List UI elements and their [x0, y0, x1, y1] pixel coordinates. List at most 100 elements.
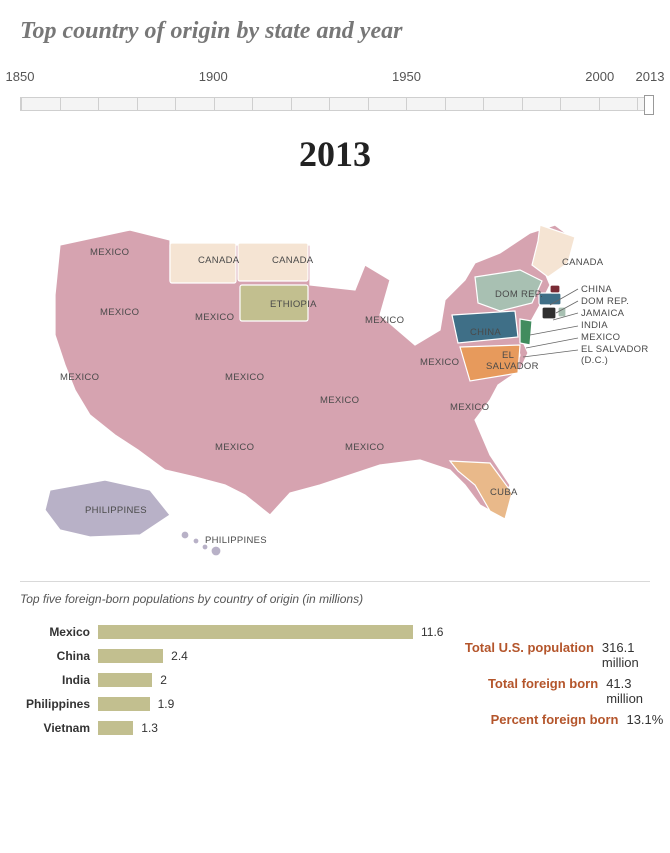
callout-line — [526, 338, 578, 348]
chart-section: Top five foreign-born populations by cou… — [20, 581, 650, 740]
map-label: MEXICO — [90, 247, 129, 258]
timeline-year-label: 1900 — [199, 69, 228, 84]
map-label: PHILIPPINES — [85, 505, 147, 516]
bar-value: 2.4 — [171, 649, 188, 663]
bar-track: 1.3 — [98, 721, 443, 735]
timeline-tick — [214, 98, 215, 110]
bar-fill — [98, 649, 163, 663]
timeline-tick — [560, 98, 561, 110]
stat-value: 41.3 million — [606, 676, 663, 706]
bar-track: 2 — [98, 673, 443, 687]
timeline-tick — [368, 98, 369, 110]
map-label: SALVADOR — [486, 361, 539, 372]
bar-row: Mexico 11.6 — [20, 620, 443, 644]
timeline-tick — [21, 98, 22, 110]
map-label: EL — [502, 350, 514, 361]
timeline-tick — [445, 98, 446, 110]
map-label: MEXICO — [450, 402, 489, 413]
timeline-tick — [252, 98, 253, 110]
stat-value: 13.1% — [626, 712, 663, 727]
callout-label: INDIA — [581, 320, 608, 331]
map-label: MEXICO — [100, 307, 139, 318]
timeline-track[interactable] — [20, 97, 650, 111]
summary-stats: Total U.S. population316.1 millionTotal … — [463, 620, 663, 740]
bar-fill — [98, 673, 152, 687]
bar-value: 2 — [160, 673, 167, 687]
bar-track: 2.4 — [98, 649, 443, 663]
map-label: MEXICO — [345, 442, 384, 453]
callout-line — [530, 326, 578, 335]
bar-label: Mexico — [20, 625, 98, 639]
map-label: PHILIPPINES — [205, 535, 267, 546]
timeline-tick — [175, 98, 176, 110]
stat-line: Total foreign born41.3 million — [463, 676, 663, 706]
timeline-tick — [483, 98, 484, 110]
bar-row: China 2.4 — [20, 644, 443, 668]
callout-label: DOM REP. — [581, 296, 629, 307]
timeline-year-label: 1950 — [392, 69, 421, 84]
bar-track: 1.9 — [98, 697, 443, 711]
map-label: MEXICO — [420, 357, 459, 368]
map-label: CHINA — [470, 327, 501, 338]
bar-fill — [98, 721, 133, 735]
map-label: MEXICO — [60, 372, 99, 383]
bar-value: 1.3 — [141, 721, 158, 735]
bar-value: 11.6 — [421, 625, 443, 639]
timeline-year-label: 2000 — [585, 69, 614, 84]
map-label: ETHIOPIA — [270, 299, 317, 310]
callout-label: EL SALVADOR — [581, 344, 649, 355]
year-timeline[interactable]: 18501900195020002013 — [20, 69, 650, 113]
map-label: CANADA — [198, 255, 240, 266]
bar-chart: Mexico11.6China2.4India2Philippines1.9Vi… — [20, 620, 443, 740]
timeline-tick — [329, 98, 330, 110]
timeline-tick — [522, 98, 523, 110]
page-title: Top country of origin by state and year — [20, 18, 650, 45]
map-label: MEXICO — [215, 442, 254, 453]
map-label: MEXICO — [365, 315, 404, 326]
map-region-india-nj — [520, 319, 532, 345]
bar-row: India 2 — [20, 668, 443, 692]
timeline-tick — [599, 98, 600, 110]
bar-track: 11.6 — [98, 625, 443, 639]
callout-label: CHINA — [581, 284, 612, 295]
map-label: DOM REP. — [495, 289, 543, 300]
stat-line: Percent foreign born13.1% — [463, 712, 663, 727]
selected-year-heading: 2013 — [20, 133, 650, 175]
bar-label: India — [20, 673, 98, 687]
bar-fill — [98, 697, 150, 711]
map-label: CANADA — [272, 255, 314, 266]
callout-label: MEXICO — [581, 332, 620, 343]
timeline-year-label: 2013 — [636, 69, 665, 84]
map-label: MEXICO — [225, 372, 264, 383]
stat-key: Total foreign born — [463, 676, 606, 706]
map-region-jamaica-ct — [542, 307, 556, 319]
map-label: CUBA — [490, 487, 518, 498]
stat-key: Total U.S. population — [463, 640, 601, 670]
map-region-darkred — [550, 285, 560, 293]
bar-label: China — [20, 649, 98, 663]
timeline-tick — [406, 98, 407, 110]
bar-row: Philippines1.9 — [20, 692, 443, 716]
map-region-canada-ne — [532, 225, 575, 277]
timeline-tick — [137, 98, 138, 110]
bar-value: 1.9 — [158, 697, 175, 711]
timeline-tick — [637, 98, 638, 110]
timeline-handle[interactable] — [644, 95, 654, 115]
callout-label: (D.C.) — [581, 355, 608, 366]
bar-label: Vietnam — [20, 721, 98, 735]
bar-row: Vietnam 1.3 — [20, 716, 443, 740]
stat-value: 316.1 million — [602, 640, 663, 670]
map-label: CANADA — [562, 257, 604, 268]
bar-fill — [98, 625, 413, 639]
stat-key: Percent foreign born — [463, 712, 626, 727]
chart-caption: Top five foreign-born populations by cou… — [20, 592, 650, 606]
stat-line: Total U.S. population316.1 million — [463, 640, 663, 670]
timeline-tick — [98, 98, 99, 110]
timeline-tick — [60, 98, 61, 110]
callout-label: JAMAICA — [581, 308, 625, 319]
callout-line — [523, 350, 578, 357]
map-label: MEXICO — [320, 395, 359, 406]
map-label: MEXICO — [195, 312, 234, 323]
timeline-labels: 18501900195020002013 — [20, 69, 650, 87]
timeline-tick — [291, 98, 292, 110]
